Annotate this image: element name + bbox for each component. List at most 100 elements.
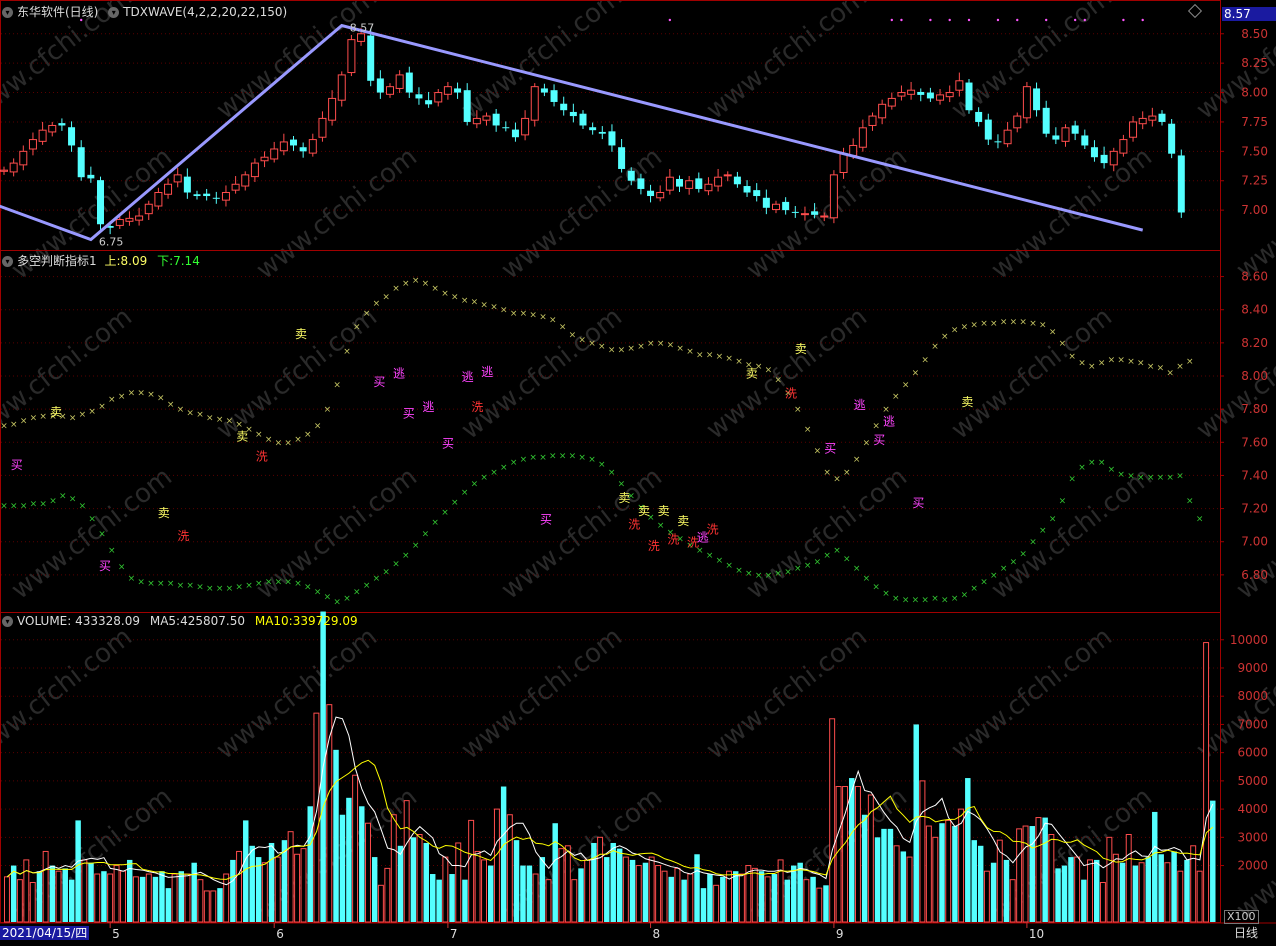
lower-band-mark: × xyxy=(765,571,773,581)
candle-body xyxy=(887,97,896,107)
upper-band-mark: × xyxy=(980,319,988,329)
signal-label: 买 xyxy=(11,458,23,472)
volume-bar xyxy=(474,850,481,923)
volume-bar xyxy=(500,786,507,922)
volume-bar xyxy=(346,797,352,922)
volume-tick-label: 5000 xyxy=(1237,774,1268,788)
lower-band-mark: × xyxy=(823,551,831,561)
volume-bar xyxy=(900,851,907,922)
volume-bar xyxy=(1125,834,1132,923)
volume-bar xyxy=(1177,870,1184,923)
lower-band-mark: × xyxy=(382,568,390,578)
lower-band-mark: × xyxy=(363,581,371,591)
signal-dot xyxy=(1045,18,1048,22)
volume-tick-label: 8000 xyxy=(1237,689,1268,703)
upper-band-mark: × xyxy=(1117,355,1125,365)
volume-bar xyxy=(81,859,88,923)
volume-bar xyxy=(107,873,114,923)
candle-body xyxy=(1100,154,1108,164)
volume-bar xyxy=(977,845,984,922)
upper-band-mark: × xyxy=(265,435,273,445)
candle-body xyxy=(48,124,57,133)
volume-bar xyxy=(1190,845,1197,923)
volume-bar xyxy=(622,856,629,923)
lower-band-mark: × xyxy=(235,582,243,592)
signal-label: 逃 xyxy=(854,398,866,412)
x-tick-label: 7 xyxy=(450,927,458,941)
volume-bar xyxy=(1210,800,1216,922)
volume-bar xyxy=(854,786,861,923)
candle-body xyxy=(647,190,655,197)
upper-band-mark: × xyxy=(872,422,880,432)
watermark-text: www.cfchi.com xyxy=(211,622,383,766)
upper-band-mark: × xyxy=(284,438,292,448)
lower-band-mark: × xyxy=(833,546,841,556)
period-label[interactable]: 日线 xyxy=(1234,926,1259,940)
candle-body xyxy=(1177,155,1185,213)
candle-body xyxy=(984,119,992,140)
candle-body xyxy=(665,176,674,191)
volume-bar xyxy=(1068,857,1074,922)
lower-band-mark: × xyxy=(265,577,273,587)
upper-band-mark: × xyxy=(1049,327,1057,337)
volume-bar xyxy=(965,778,971,922)
volume-value: 433328.09 xyxy=(75,614,141,628)
candle-body xyxy=(839,153,848,174)
candle-body xyxy=(463,90,471,122)
candle-body xyxy=(676,178,683,187)
signal-dot xyxy=(890,18,893,22)
upper-band-mark: × xyxy=(0,422,8,432)
circle-chevron-icon[interactable]: ▾ xyxy=(2,7,13,18)
candle-body xyxy=(975,111,983,122)
candle-body xyxy=(97,180,104,225)
signal-dot xyxy=(80,18,83,22)
volume-bar xyxy=(597,836,604,923)
volume-bar xyxy=(629,859,636,922)
circle-chevron-icon[interactable]: ▾ xyxy=(108,7,120,18)
volume-bar xyxy=(919,780,926,923)
x-tick-label: 10 xyxy=(1029,927,1044,941)
signal-label: 洗 xyxy=(256,450,268,464)
volume-bar xyxy=(610,842,616,922)
volume-bar xyxy=(423,842,429,922)
signal-label: 洗 xyxy=(785,387,797,401)
volume-bar xyxy=(10,865,17,922)
signal-label: 逃 xyxy=(462,370,474,384)
candle-body xyxy=(820,215,829,218)
circle-chevron-icon[interactable]: ▾ xyxy=(2,616,13,627)
candle-body xyxy=(299,147,307,152)
candle-body xyxy=(811,211,819,215)
candle-body xyxy=(425,100,433,105)
volume-bar xyxy=(687,873,694,923)
ma10-label: MA10: xyxy=(254,614,293,628)
upper-band-mark: × xyxy=(1137,359,1145,369)
volume-bar xyxy=(842,786,849,923)
candle-body xyxy=(627,170,635,181)
volume-bar xyxy=(197,879,204,923)
candle-body xyxy=(511,129,519,138)
candle-body xyxy=(569,111,577,117)
candle-body xyxy=(376,78,384,93)
volume-bar xyxy=(300,848,307,923)
price-tick-label: 7.00 xyxy=(1241,203,1268,217)
volume-bar xyxy=(720,876,726,922)
candle-body xyxy=(357,33,366,42)
candle-body xyxy=(318,117,327,138)
upper-band-mark: × xyxy=(363,309,371,319)
lower-band-mark: × xyxy=(1186,496,1194,506)
lower-band-mark: × xyxy=(216,584,224,594)
candle-body xyxy=(704,183,713,192)
volume-bar xyxy=(791,865,797,922)
signal-label: 卖 xyxy=(236,430,248,444)
ma5-label: MA5: xyxy=(149,614,181,628)
upper-band-mark: × xyxy=(853,455,861,465)
circle-chevron-icon[interactable]: ▾ xyxy=(2,256,13,267)
price-tick-label: 8.00 xyxy=(1241,86,1268,100)
signal-dot xyxy=(929,18,932,22)
volume-bar xyxy=(429,874,436,922)
candle-body xyxy=(290,139,297,146)
upper-band-mark: × xyxy=(657,339,665,349)
watermark-text: www.cfchi.com xyxy=(251,142,423,286)
lower-band-mark: × xyxy=(892,594,900,604)
volume-bar xyxy=(249,845,255,922)
